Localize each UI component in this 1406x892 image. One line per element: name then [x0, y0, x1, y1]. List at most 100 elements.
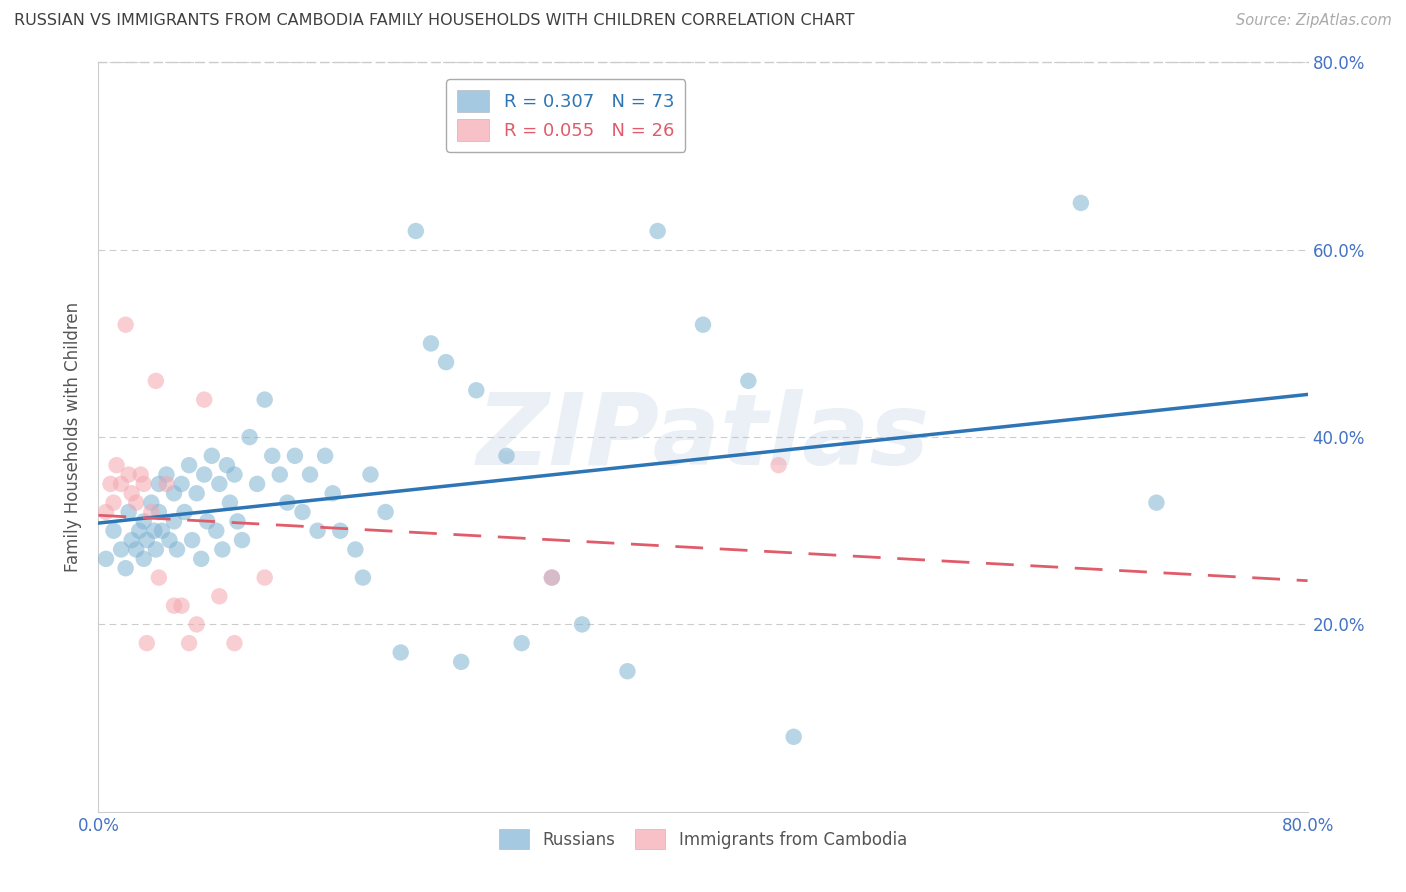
Point [208, 476, 231, 491]
Point [148, 505, 170, 519]
Point [181, 533, 204, 547]
Point [322, 486, 344, 500]
Point [114, 318, 136, 332]
Point [150, 524, 173, 538]
Point [114, 561, 136, 575]
Point [155, 476, 177, 491]
Point [768, 458, 790, 473]
Point [159, 533, 181, 547]
Point [1144, 496, 1167, 510]
Point [284, 449, 307, 463]
Point [262, 449, 284, 463]
Point [276, 496, 298, 510]
Point [226, 514, 249, 528]
Point [163, 486, 186, 500]
Text: Source: ZipAtlas.com: Source: ZipAtlas.com [1236, 13, 1392, 29]
Point [129, 467, 152, 482]
Point [118, 505, 141, 519]
Point [783, 730, 806, 744]
Point [141, 496, 163, 510]
Point [647, 224, 669, 238]
Point [434, 355, 457, 369]
Point [307, 524, 329, 538]
Point [170, 599, 193, 613]
Point [692, 318, 714, 332]
Point [186, 486, 208, 500]
Point [201, 449, 224, 463]
Point [420, 336, 443, 351]
Point [148, 571, 170, 585]
Point [495, 449, 517, 463]
Point [105, 458, 128, 473]
Point [186, 617, 208, 632]
Point [616, 664, 638, 679]
Point [219, 496, 242, 510]
Point [173, 505, 195, 519]
Point [571, 617, 593, 632]
Text: RUSSIAN VS IMMIGRANTS FROM CAMBODIA FAMILY HOUSEHOLDS WITH CHILDREN CORRELATION : RUSSIAN VS IMMIGRANTS FROM CAMBODIA FAMI… [14, 13, 855, 29]
Point [389, 646, 412, 660]
Point [143, 524, 166, 538]
Point [179, 636, 201, 650]
Point [155, 467, 177, 482]
Point [121, 486, 143, 500]
Point [224, 467, 246, 482]
Point [145, 542, 167, 557]
Point [737, 374, 759, 388]
Point [215, 458, 238, 473]
Point [141, 505, 163, 519]
Point [374, 505, 396, 519]
Point [132, 476, 155, 491]
Point [135, 533, 157, 547]
Point [148, 476, 170, 491]
Point [329, 524, 352, 538]
Point [344, 542, 367, 557]
Point [103, 524, 125, 538]
Point [103, 496, 125, 510]
Point [179, 458, 201, 473]
Point [224, 636, 246, 650]
Point [540, 571, 562, 585]
Point [163, 599, 186, 613]
Point [246, 476, 269, 491]
Point [239, 430, 262, 444]
Point [352, 571, 374, 585]
Point [132, 551, 155, 566]
Point [118, 467, 141, 482]
Point [231, 533, 253, 547]
Legend: Russians, Immigrants from Cambodia: Russians, Immigrants from Cambodia [492, 822, 914, 855]
Point [190, 551, 212, 566]
Point [163, 514, 186, 528]
Point [405, 224, 427, 238]
Point [145, 374, 167, 388]
Y-axis label: Family Households with Children: Family Households with Children [65, 302, 83, 572]
Point [170, 476, 193, 491]
Point [208, 590, 231, 604]
Point [465, 384, 488, 398]
Point [299, 467, 322, 482]
Point [135, 636, 157, 650]
Point [450, 655, 472, 669]
Point [291, 505, 314, 519]
Point [125, 496, 148, 510]
Point [125, 542, 148, 557]
Point [195, 514, 218, 528]
Point [1070, 195, 1092, 210]
Point [110, 476, 132, 491]
Point [253, 571, 276, 585]
Point [269, 467, 291, 482]
Point [510, 636, 533, 650]
Point [205, 524, 228, 538]
Point [360, 467, 382, 482]
Point [121, 533, 143, 547]
Point [193, 467, 215, 482]
Point [128, 524, 150, 538]
Point [166, 542, 188, 557]
Point [94, 505, 117, 519]
Point [100, 476, 122, 491]
Point [94, 551, 117, 566]
Point [314, 449, 336, 463]
Point [540, 571, 562, 585]
Point [193, 392, 215, 407]
Point [211, 542, 233, 557]
